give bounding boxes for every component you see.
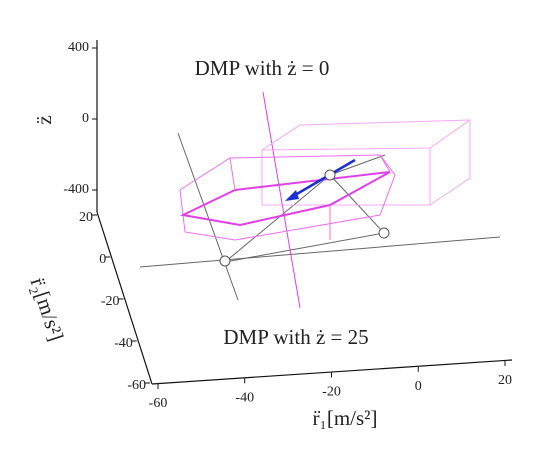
r2-axis-line bbox=[96, 211, 153, 385]
annotation: DMP with ż = 25 bbox=[223, 325, 368, 349]
point bbox=[324, 169, 336, 181]
box-upper bbox=[261, 119, 471, 151]
projection-line bbox=[139, 236, 501, 268]
axes bbox=[96, 40, 513, 385]
projection-line bbox=[262, 91, 301, 309]
box-lower-mid bbox=[179, 171, 391, 227]
tick-label: 20 bbox=[498, 373, 512, 388]
tick-label: 20 bbox=[79, 210, 93, 225]
projection-line bbox=[224, 174, 331, 263]
arrow bbox=[289, 158, 356, 200]
tick-label: 400 bbox=[68, 40, 89, 55]
annotation: DMP with ż = 0 bbox=[195, 56, 330, 80]
tick-label: 0 bbox=[415, 379, 422, 394]
tick-label: 0 bbox=[82, 111, 89, 126]
box-lower bbox=[179, 154, 396, 241]
point bbox=[219, 255, 231, 267]
tick-label: -60 bbox=[149, 396, 168, 411]
box-lower bbox=[379, 154, 391, 173]
projection-line bbox=[177, 132, 239, 301]
arrow-head bbox=[285, 190, 299, 201]
tick-label: -20 bbox=[322, 385, 341, 400]
box-lower bbox=[229, 157, 236, 191]
projection-line bbox=[329, 154, 386, 176]
wireframes bbox=[139, 91, 501, 309]
box-upper bbox=[261, 119, 471, 206]
tick-label: -20 bbox=[101, 294, 120, 309]
z-axis-label: z̈ bbox=[32, 115, 56, 124]
r1-axis-label: r̈₁[m/s²] bbox=[313, 406, 378, 430]
tick-label: -400 bbox=[63, 182, 89, 197]
r1-axis-line bbox=[151, 359, 513, 385]
tick-label: 0 bbox=[99, 252, 106, 267]
point bbox=[378, 227, 390, 239]
projection-line bbox=[329, 174, 385, 234]
tick-label: -40 bbox=[235, 390, 254, 405]
projection-line bbox=[224, 232, 385, 263]
r2-axis-label: r̈₂[m/s²] bbox=[26, 275, 69, 344]
tick-label: -60 bbox=[127, 378, 146, 393]
tick-label: -40 bbox=[114, 336, 133, 351]
